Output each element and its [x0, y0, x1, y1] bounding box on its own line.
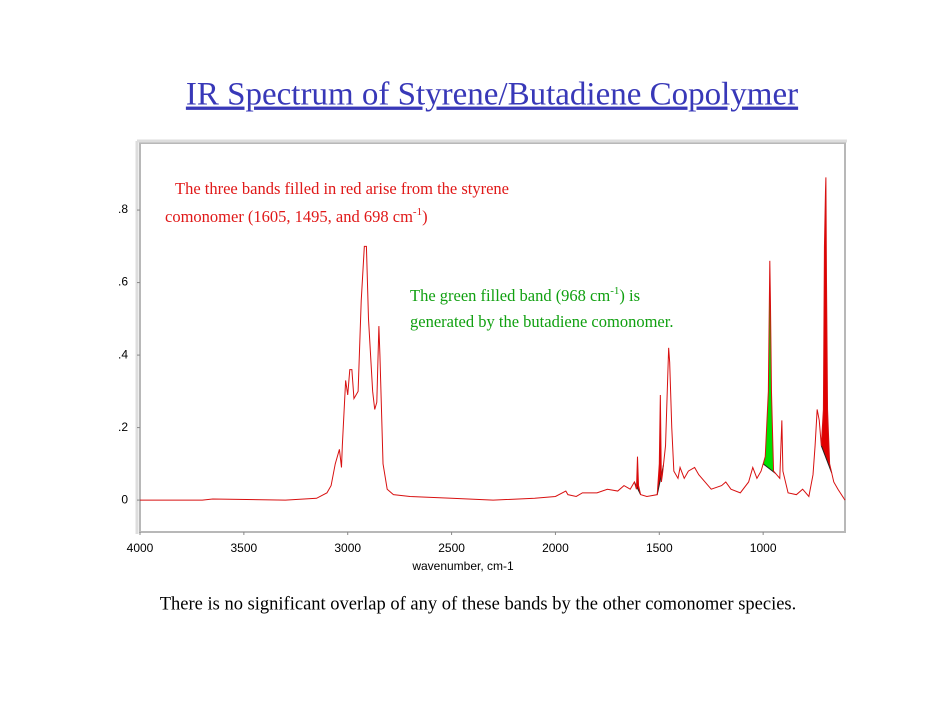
- annotation-text: The three bands filled in red arise from…: [175, 179, 509, 198]
- annotation-text: comonomer (1605, 1495, and 698 cm: [165, 207, 413, 226]
- spectrum-line: [140, 177, 846, 501]
- x-tick-label: 1000: [750, 541, 777, 555]
- x-tick-label: 2500: [438, 541, 465, 555]
- filled-band: [763, 260, 776, 474]
- annotation-text: generated by the butadiene comonomer.: [410, 312, 673, 331]
- filled-band: [657, 394, 664, 495]
- y-tick-label: 0: [121, 492, 128, 506]
- caption: There is no significant overlap of any o…: [160, 594, 797, 614]
- band-baseline: [762, 463, 776, 474]
- plot-frame: [139, 142, 846, 533]
- annotation: generated by the butadiene comonomer.: [410, 312, 673, 331]
- y-tick-label: .8: [118, 202, 128, 216]
- superscript: -1: [610, 285, 619, 297]
- annotation-text: ) is: [619, 286, 640, 305]
- x-tick-label: 3500: [231, 541, 258, 555]
- x-tick-label: 3000: [334, 541, 361, 555]
- annotation: The three bands filled in red arise from…: [175, 179, 509, 198]
- x-axis-label: wavenumber, cm-1: [411, 559, 514, 573]
- superscript: -1: [413, 206, 422, 218]
- x-tick-label: 2000: [542, 541, 569, 555]
- band-baseline: [656, 464, 664, 495]
- title: IR Spectrum of Styrene/Butadiene Copolym…: [186, 77, 798, 113]
- annotation: The green filled band (968 cm-1) is: [410, 285, 640, 305]
- annotation-text: ): [422, 207, 428, 226]
- x-tick-label: 1500: [646, 541, 673, 555]
- annotation-text: The green filled band (968 cm: [410, 286, 610, 305]
- annotation: comonomer (1605, 1495, and 698 cm-1): [165, 206, 428, 226]
- x-tick-label: 4000: [127, 541, 154, 555]
- y-tick-label: .6: [118, 275, 128, 289]
- y-tick-label: .2: [118, 420, 128, 434]
- band-baseline: [820, 445, 833, 474]
- y-tick-label: .4: [118, 347, 128, 361]
